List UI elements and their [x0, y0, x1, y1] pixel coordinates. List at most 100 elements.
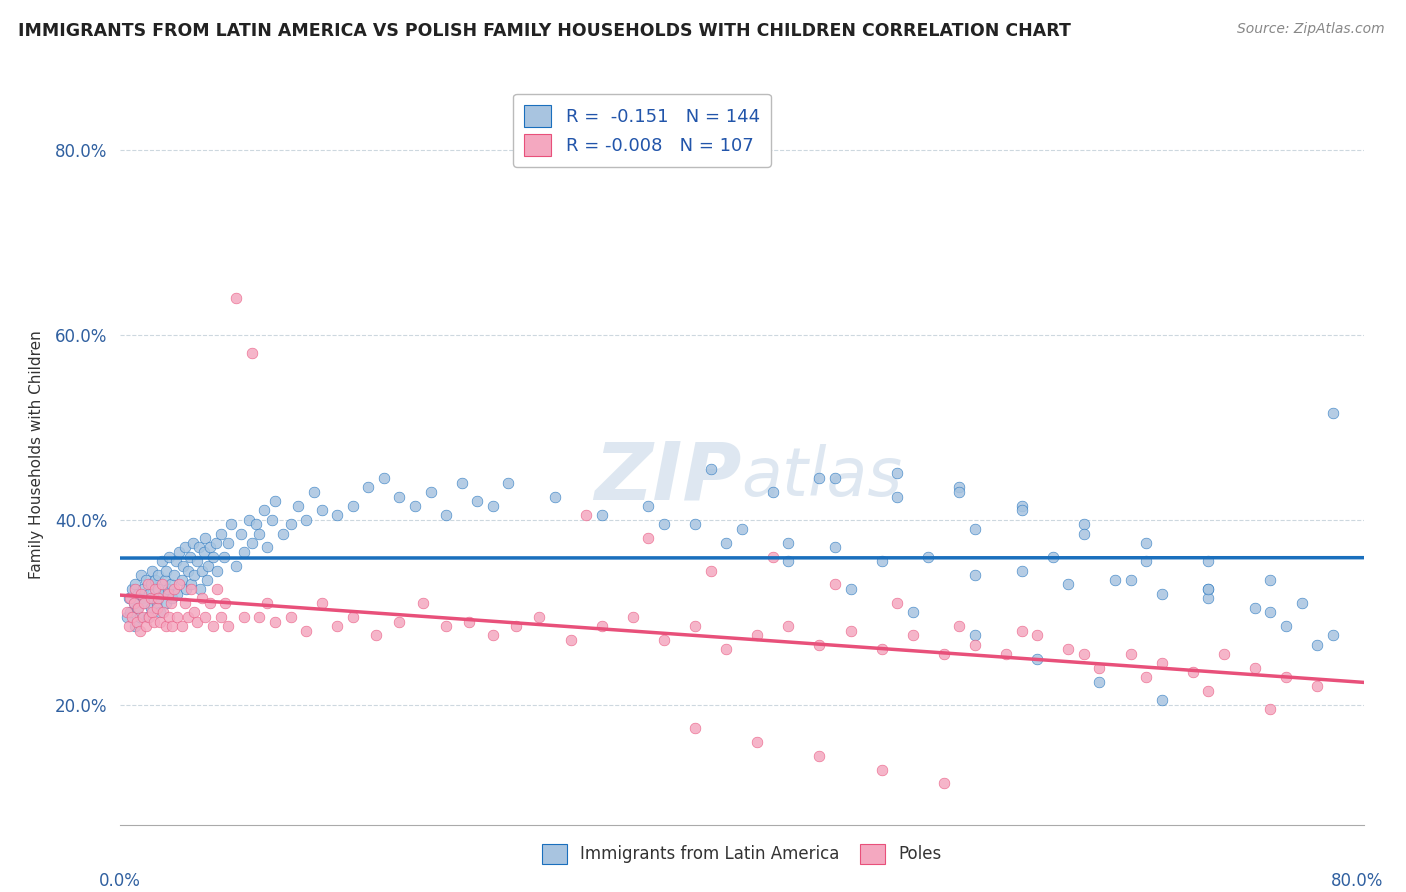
- Point: [295, 624, 318, 638]
- Point: [1322, 628, 1344, 642]
- Point: [155, 619, 177, 633]
- Point: [163, 582, 186, 596]
- Point: [450, 475, 472, 490]
- Point: [209, 610, 232, 624]
- Point: [194, 610, 217, 624]
- Point: [181, 536, 204, 550]
- Point: [138, 610, 160, 624]
- Point: [699, 462, 721, 476]
- Point: [122, 596, 145, 610]
- Point: [699, 564, 721, 578]
- Point: [120, 605, 142, 619]
- Point: [249, 526, 271, 541]
- Point: [157, 549, 180, 564]
- Point: [1088, 674, 1111, 689]
- Point: [591, 619, 613, 633]
- Point: [214, 596, 236, 610]
- Point: [129, 568, 152, 582]
- Point: [121, 610, 143, 624]
- Point: [156, 587, 179, 601]
- Point: [163, 568, 186, 582]
- Y-axis label: Family Households with Children: Family Households with Children: [30, 331, 44, 579]
- Point: [205, 536, 228, 550]
- Point: [1244, 600, 1267, 615]
- Point: [201, 549, 224, 564]
- Point: [136, 577, 159, 591]
- Point: [1073, 647, 1095, 661]
- Point: [195, 573, 218, 587]
- Point: [180, 577, 202, 591]
- Point: [388, 490, 411, 504]
- Point: [481, 499, 503, 513]
- Point: [125, 615, 148, 629]
- Point: [177, 564, 200, 578]
- Point: [948, 480, 970, 494]
- Point: [157, 610, 180, 624]
- Point: [963, 568, 986, 582]
- Point: [142, 591, 165, 606]
- Point: [124, 577, 146, 591]
- Point: [264, 494, 287, 508]
- Point: [165, 554, 187, 568]
- Point: [1212, 647, 1234, 661]
- Point: [170, 573, 193, 587]
- Point: [287, 499, 309, 513]
- Point: [652, 517, 675, 532]
- Point: [591, 508, 613, 522]
- Point: [186, 554, 208, 568]
- Point: [1135, 554, 1157, 568]
- Point: [121, 582, 143, 596]
- Point: [191, 564, 214, 578]
- Point: [141, 564, 163, 578]
- Point: [366, 628, 388, 642]
- Point: [232, 545, 256, 559]
- Text: Source: ZipAtlas.com: Source: ZipAtlas.com: [1237, 22, 1385, 37]
- Point: [180, 582, 202, 596]
- Point: [1026, 651, 1049, 665]
- Point: [118, 591, 141, 606]
- Point: [166, 587, 188, 601]
- Point: [217, 536, 239, 550]
- Point: [388, 615, 411, 629]
- Point: [458, 615, 481, 629]
- Point: [207, 564, 229, 578]
- Point: [134, 596, 156, 610]
- Point: [1197, 684, 1219, 698]
- Point: [1291, 596, 1313, 610]
- Point: [683, 721, 706, 735]
- Point: [138, 587, 160, 601]
- Point: [260, 513, 283, 527]
- Point: [162, 591, 184, 606]
- Point: [824, 471, 846, 485]
- Text: IMMIGRANTS FROM LATIN AMERICA VS POLISH FAMILY HOUSEHOLDS WITH CHILDREN CORRELAT: IMMIGRANTS FROM LATIN AMERICA VS POLISH …: [18, 22, 1071, 40]
- Point: [886, 490, 908, 504]
- Legend: Immigrants from Latin America, Poles: Immigrants from Latin America, Poles: [534, 835, 949, 872]
- Point: [778, 554, 800, 568]
- Point: [1197, 591, 1219, 606]
- Point: [778, 536, 800, 550]
- Point: [762, 485, 785, 500]
- Point: [963, 628, 986, 642]
- Point: [1042, 549, 1064, 564]
- Point: [143, 573, 166, 587]
- Point: [342, 610, 364, 624]
- Point: [637, 499, 659, 513]
- Point: [762, 549, 785, 564]
- Point: [179, 549, 201, 564]
- Point: [1260, 573, 1282, 587]
- Point: [808, 638, 831, 652]
- Point: [932, 647, 955, 661]
- Point: [197, 558, 219, 574]
- Point: [1073, 517, 1095, 532]
- Point: [232, 610, 256, 624]
- Point: [129, 587, 152, 601]
- Point: [870, 554, 893, 568]
- Point: [1150, 693, 1173, 707]
- Text: 0.0%: 0.0%: [98, 872, 141, 890]
- Point: [160, 596, 183, 610]
- Point: [127, 587, 149, 601]
- Point: [146, 600, 169, 615]
- Point: [155, 564, 177, 578]
- Point: [146, 596, 169, 610]
- Point: [149, 615, 172, 629]
